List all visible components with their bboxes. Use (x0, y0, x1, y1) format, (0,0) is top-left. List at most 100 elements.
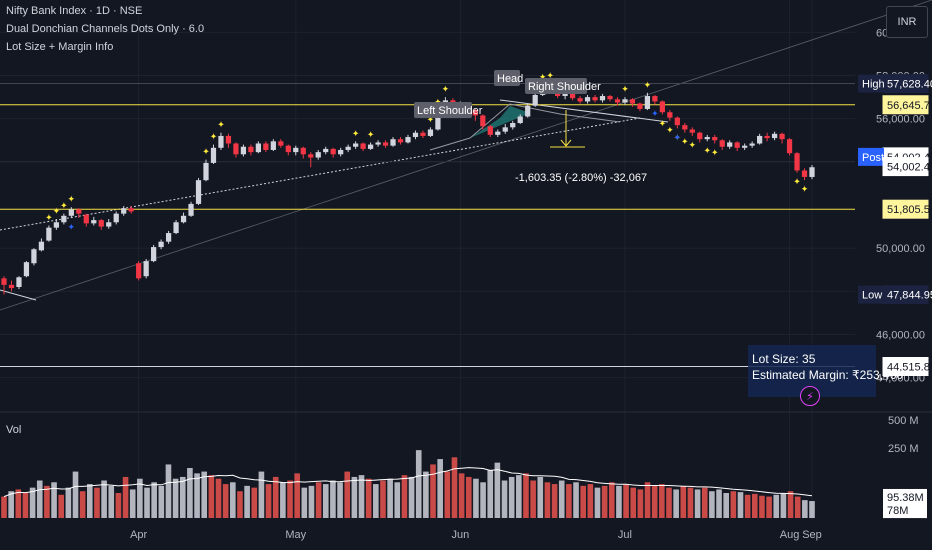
price-badge: 47,844.95 Low (858, 285, 932, 305)
indicator-donchian-title[interactable]: Dual Donchian Channels Dots Only · 6.0 (6, 23, 205, 35)
candle (764, 132, 770, 142)
donchian-dot: ✦ (681, 137, 689, 147)
candle (510, 120, 516, 130)
candle-body (315, 152, 321, 158)
candle (532, 92, 538, 107)
volume-bar (351, 476, 358, 518)
price-badge-tag-box (858, 147, 884, 166)
volume-bar (151, 482, 157, 518)
volume-bar (201, 471, 208, 518)
currency-button[interactable]: INR (886, 6, 928, 38)
candle (629, 98, 636, 107)
volume-bar (265, 484, 272, 518)
candle (240, 144, 247, 157)
candle-body (794, 153, 800, 171)
candle (427, 127, 434, 138)
time-axis[interactable]: Apr May Jun Jul Aug Sep (130, 529, 822, 541)
candle-body (338, 149, 344, 155)
price-badge-box (882, 95, 929, 115)
donchian-dot: ✦ (68, 222, 76, 232)
measure-tool[interactable]: -1,603.35 (-2.80%) -32,067 (515, 110, 647, 184)
candle-body (659, 101, 665, 113)
candle-body (599, 96, 606, 101)
donchian-dot: ✦ (45, 213, 53, 223)
candle (757, 133, 763, 145)
candle-body (121, 208, 127, 214)
candle-body (308, 154, 314, 158)
candle (360, 142, 366, 152)
y-tick-label: 46,000.00 (876, 329, 925, 341)
right-shoulder-label[interactable]: Right Shoulder (525, 78, 601, 94)
donchian-dot: ✦ (711, 148, 719, 158)
lightning-icon[interactable]: ⚡ (800, 386, 820, 406)
candle (61, 213, 67, 225)
donchian-dot: ✦ (60, 201, 68, 211)
candle-body (345, 146, 351, 150)
head-label[interactable]: Head (494, 70, 523, 86)
candle-body (727, 142, 733, 147)
volume-bar (36, 480, 43, 518)
volume-bar (666, 487, 672, 518)
volume-bar (744, 494, 751, 518)
volume-bar (8, 491, 14, 518)
volume-bar (294, 473, 300, 518)
indicator-lot-size-title[interactable]: Lot Size + Margin Info (6, 41, 114, 53)
grid-lines (0, 0, 855, 520)
volume-bar (15, 489, 22, 518)
volume-bar (165, 464, 172, 518)
volume-bar (694, 489, 701, 518)
head-and-shoulders-pattern (429, 103, 621, 151)
volume-bar (344, 471, 351, 518)
candle (495, 129, 501, 138)
volume-bar (208, 475, 215, 518)
left-shoulder-label[interactable]: Left Shoulder (414, 102, 483, 118)
candle-body (592, 97, 598, 101)
candle-body (629, 99, 636, 104)
y-tick-label: 50,000.00 (876, 243, 925, 255)
donchian-dot: ✦ (442, 84, 450, 94)
donchian-dot: ✦ (674, 132, 682, 142)
candle (106, 219, 112, 229)
candle (689, 127, 695, 136)
volume-bar (401, 475, 408, 518)
candle (151, 244, 157, 263)
candle-body (98, 220, 104, 227)
volume-title[interactable]: Vol (6, 424, 22, 436)
candle (502, 124, 508, 134)
candle (771, 131, 778, 141)
candle-body (263, 143, 269, 150)
volume-bar (437, 459, 443, 518)
candle (697, 131, 703, 143)
candle-body (23, 262, 30, 277)
volume-bar (394, 482, 401, 518)
candle (704, 134, 710, 142)
candle-body (697, 132, 703, 140)
candle-body (1, 278, 7, 285)
candle (31, 248, 37, 266)
volume-badge (883, 488, 927, 505)
volume-bar (716, 489, 722, 518)
candle (270, 139, 276, 152)
volume-bar (637, 489, 644, 518)
candle-body (607, 96, 613, 100)
donchian-dot: ✦ (352, 128, 360, 138)
symbol-title[interactable]: Nifty Bank Index · 1D · NSE (6, 5, 143, 17)
candle (801, 168, 808, 181)
candle-body (16, 277, 22, 287)
x-tick-label: Jul (618, 529, 632, 541)
volume-bar (272, 476, 279, 518)
candle (263, 141, 269, 153)
candle-body (532, 94, 538, 106)
candle-body (704, 137, 710, 140)
volume-bar (44, 485, 50, 518)
candle (53, 219, 59, 230)
candle (472, 108, 478, 121)
candle (674, 116, 680, 129)
volume-bar (444, 471, 451, 518)
volume-bar (251, 487, 258, 518)
candle (68, 207, 74, 218)
candle-body (188, 203, 194, 216)
candle (599, 93, 606, 103)
